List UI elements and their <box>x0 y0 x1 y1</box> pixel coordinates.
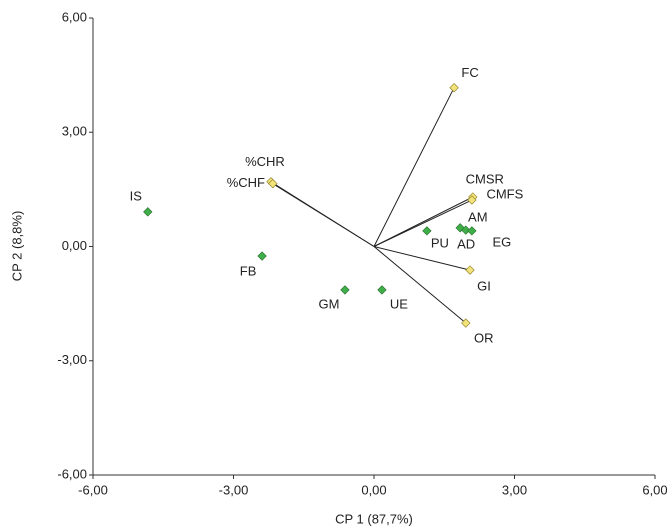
x-tick-label: 0,00 <box>361 482 386 497</box>
loading-point <box>461 318 471 328</box>
score-point <box>340 285 350 295</box>
loading-point <box>268 178 278 189</box>
y-axis-label: CP 2 (8,8%) <box>9 211 24 282</box>
score-point <box>467 226 477 236</box>
y-tick-label: 6,00 <box>62 9 87 24</box>
loading-label: CMSR <box>466 171 504 186</box>
loading-vector <box>373 246 471 271</box>
x-tick-label: 3,00 <box>502 482 527 497</box>
score-point <box>143 207 153 217</box>
x-tick-label: -3,00 <box>219 482 249 497</box>
score-point <box>377 285 387 295</box>
score-label: EG <box>492 234 511 249</box>
loading-label: FC <box>461 65 478 80</box>
loading-point <box>465 265 475 275</box>
loading-vector <box>272 183 375 247</box>
loading-point <box>467 195 477 205</box>
loading-label: %CHR <box>245 154 285 169</box>
score-point <box>461 225 471 235</box>
score-point <box>257 251 267 261</box>
score-point <box>422 226 432 236</box>
score-label: GM <box>318 296 339 311</box>
score-label: UE <box>390 296 408 311</box>
y-tick-label: 0,00 <box>62 238 87 253</box>
loading-label: CMFS <box>486 186 523 201</box>
x-tick-label: 6,00 <box>642 482 667 497</box>
score-label: AD <box>457 236 475 251</box>
y-tick-label: 3,00 <box>62 124 87 139</box>
score-label: IS <box>130 188 143 203</box>
score-label: PU <box>431 235 449 250</box>
loading-point <box>449 83 459 93</box>
loading-label: OR <box>474 330 494 345</box>
score-label: AM <box>468 210 488 225</box>
loading-label: GI <box>477 279 491 294</box>
x-tick-label: -6,00 <box>78 482 108 497</box>
loading-vector <box>373 246 467 324</box>
y-tick-label: -3,00 <box>57 352 87 367</box>
loading-vector <box>373 199 473 247</box>
x-axis-label: CP 1 (87,7%) <box>335 511 413 526</box>
loading-vector <box>373 87 455 247</box>
score-label: FB <box>240 263 257 278</box>
y-tick-label: -6,00 <box>57 466 87 481</box>
loading-label: %CHF <box>227 175 265 190</box>
